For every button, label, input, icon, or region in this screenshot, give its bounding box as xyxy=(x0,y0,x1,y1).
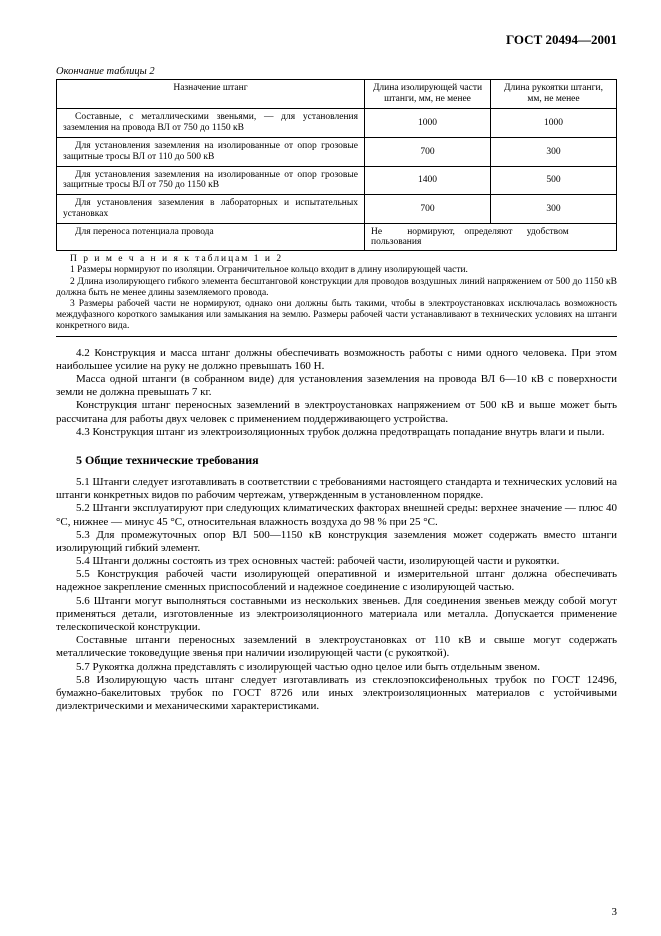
note-item: 2 Длина изолирующего гибкого элемента бе… xyxy=(56,277,617,299)
paragraph: 5.2 Штанги эксплуатируют при следующих к… xyxy=(56,502,617,528)
paragraph: 4.2 Конструкция и масса штанг должны обе… xyxy=(56,347,617,373)
paragraph: 5.4 Штанги должны состоять из трех основ… xyxy=(56,555,617,568)
table-row: Составные, с металлическими звеньями, — … xyxy=(57,108,617,137)
cell-desc: Для установления заземления в лабораторн… xyxy=(57,195,365,224)
cell-merged: Не нормируют, определяют удобством польз… xyxy=(365,224,617,251)
cell-desc: Для установления заземления на изолирова… xyxy=(57,166,365,195)
col-header: Длина рукоятки штанги, мм, не менее xyxy=(491,80,617,109)
cell-value: 300 xyxy=(491,137,617,166)
page: ГОСТ 20494—2001 Окончание таблицы 2 Назн… xyxy=(0,0,661,936)
cell-desc: Составные, с металлическими звеньями, — … xyxy=(57,108,365,137)
paragraph: Составные штанги переносных заземлений в… xyxy=(56,634,617,660)
note-item: 1 Размеры нормируют по изоляции. Огранич… xyxy=(56,265,617,276)
cell-value: 500 xyxy=(491,166,617,195)
table-row: Для установления заземления в лабораторн… xyxy=(57,195,617,224)
cell-value: 1000 xyxy=(491,108,617,137)
table-notes: П р и м е ч а н и я к таблицам 1 и 2 1 Р… xyxy=(56,254,617,336)
page-number: 3 xyxy=(612,906,618,918)
section-5-title: 5 Общие технические требования xyxy=(76,453,617,468)
paragraph: 5.7 Рукоятка должна представлять с изоли… xyxy=(56,661,617,674)
cell-desc: Для установления заземления на изолирова… xyxy=(57,137,365,166)
paragraph: 5.3 Для промежуточных опор ВЛ 500—1150 к… xyxy=(56,529,617,555)
notes-title: П р и м е ч а н и я к таблицам 1 и 2 xyxy=(56,254,617,265)
cell-desc: Для переноса потенциала провода xyxy=(57,224,365,251)
paragraph: 5.1 Штанги следует изготавливать в соотв… xyxy=(56,476,617,502)
paragraph: Конструкция штанг переносных заземлений … xyxy=(56,399,617,425)
table-row: Для установления заземления на изолирова… xyxy=(57,137,617,166)
paragraph: Масса одной штанги (в собранном виде) дл… xyxy=(56,373,617,399)
table-row: Для установления заземления на изолирова… xyxy=(57,166,617,195)
data-table: Назначение штанг Длина изолирующей части… xyxy=(56,79,617,251)
paragraph: 5.5 Конструкция рабочей части изолирующе… xyxy=(56,568,617,594)
cell-value: 300 xyxy=(491,195,617,224)
paragraph: 5.6 Штанги могут выполняться составными … xyxy=(56,595,617,635)
col-header: Назначение штанг xyxy=(57,80,365,109)
paragraph: 4.3 Конструкция штанг из электроизоляцио… xyxy=(56,426,617,439)
cell-value: 1400 xyxy=(365,166,491,195)
table-row: Для переноса потенциала провода Не норми… xyxy=(57,224,617,251)
paragraph: 5.8 Изолирующую часть штанг следует изго… xyxy=(56,674,617,714)
table-header-row: Назначение штанг Длина изолирующей части… xyxy=(57,80,617,109)
cell-value: 700 xyxy=(365,137,491,166)
section-5-body: 5.1 Штанги следует изготавливать в соотв… xyxy=(56,476,617,713)
cell-value: 700 xyxy=(365,195,491,224)
cell-value: 1000 xyxy=(365,108,491,137)
section-4-body: 4.2 Конструкция и масса штанг должны обе… xyxy=(56,347,617,439)
note-item: 3 Размеры рабочей части не нормируют, од… xyxy=(56,299,617,333)
table-caption: Окончание таблицы 2 xyxy=(56,66,617,77)
col-header: Длина изолирующей части штанги, мм, не м… xyxy=(365,80,491,109)
document-header: ГОСТ 20494—2001 xyxy=(56,32,617,48)
